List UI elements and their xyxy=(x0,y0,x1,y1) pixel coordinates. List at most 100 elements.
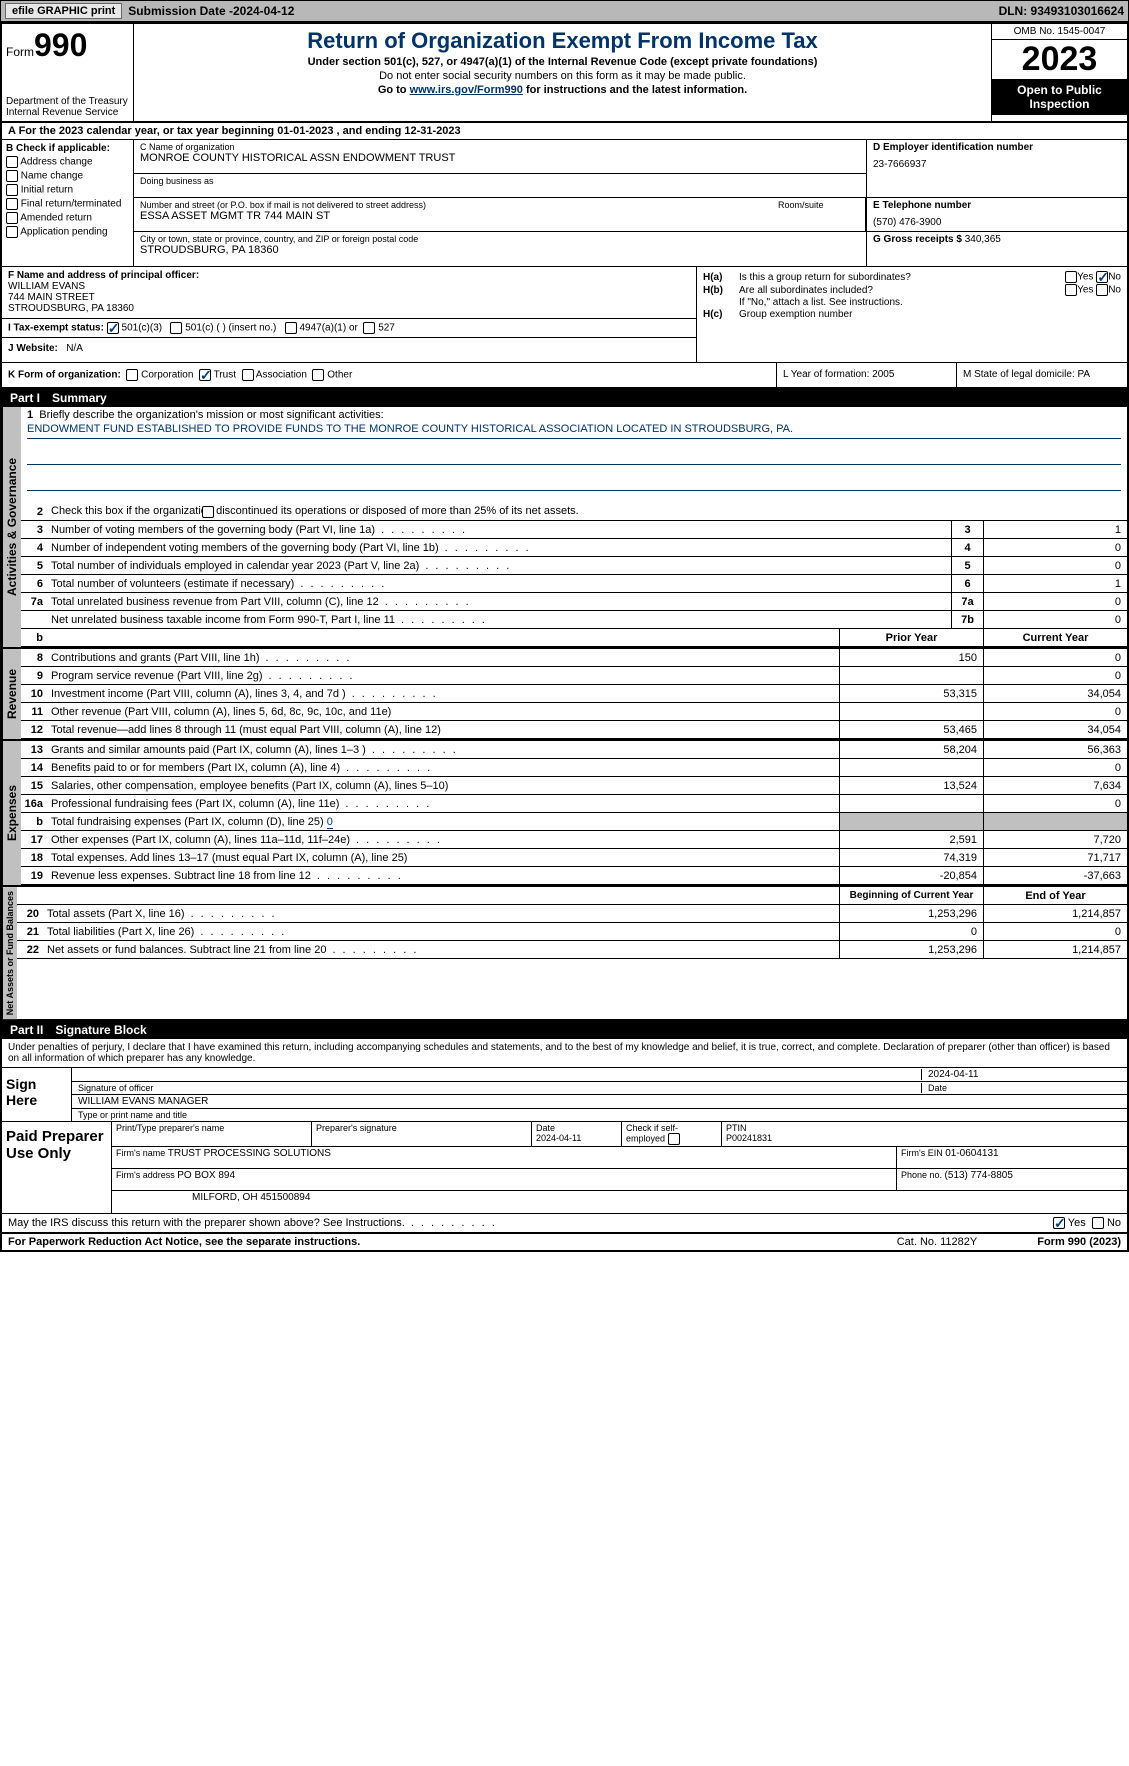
line-15: Salaries, other compensation, employee b… xyxy=(47,779,839,793)
py-15: 13,524 xyxy=(839,777,983,794)
line-2: Check this box if the organization disco… xyxy=(47,504,1127,518)
type-name-label: Type or print name and title xyxy=(78,1110,1121,1120)
line-21: Total liabilities (Part X, line 26) xyxy=(43,925,839,939)
sign-here-label: Sign Here xyxy=(2,1068,72,1121)
h-b-text: Are all subordinates included? xyxy=(739,285,1021,296)
h-a-yes[interactable] xyxy=(1065,271,1077,283)
check-final-return[interactable] xyxy=(6,198,18,210)
check-501c[interactable] xyxy=(170,322,182,334)
phone-label: E Telephone number xyxy=(873,200,1121,211)
ptin: P00241831 xyxy=(726,1133,772,1143)
row-a-tax-year: A For the 2023 calendar year, or tax yea… xyxy=(2,123,1127,140)
h-b-no[interactable] xyxy=(1096,284,1108,296)
form-number: Form990 xyxy=(6,27,129,64)
efile-print-button[interactable]: efile GRAPHIC print xyxy=(5,3,122,19)
activities-governance: Activities & Governance 1 Briefly descri… xyxy=(2,407,1127,649)
py-19: -20,854 xyxy=(839,867,983,884)
officer-addr2: STROUDSBURG, PA 18360 xyxy=(8,303,690,314)
line-13: Grants and similar amounts paid (Part IX… xyxy=(47,743,839,757)
h-a-no[interactable] xyxy=(1096,271,1108,283)
py-20: 1,253,296 xyxy=(839,905,983,922)
cy-15: 7,634 xyxy=(983,777,1127,794)
dba-label: Doing business as xyxy=(140,176,860,186)
firm-addr1: PO BOX 894 xyxy=(177,1170,235,1181)
py-21: 0 xyxy=(839,923,983,940)
net-assets-section: Net Assets or Fund Balances Beginning of… xyxy=(2,887,1127,1021)
check-name-change[interactable] xyxy=(6,170,18,182)
discuss-yes[interactable] xyxy=(1053,1217,1065,1229)
cy-20: 1,214,857 xyxy=(983,905,1127,922)
irs-link[interactable]: www.irs.gov/Form990 xyxy=(410,84,523,96)
addr-value: ESSA ASSET MGMT TR 744 MAIN ST xyxy=(140,210,768,222)
sig-date: 2024-04-11 xyxy=(928,1069,978,1080)
py-12: 53,465 xyxy=(839,721,983,738)
box-b-to-g: B Check if applicable: Address change Na… xyxy=(2,140,1127,267)
sig-officer-label: Signature of officer xyxy=(78,1083,921,1093)
paid-preparer-label: Paid Preparer Use Only xyxy=(2,1122,112,1213)
col-bcy: Beginning of Current Year xyxy=(839,887,983,904)
date-label: Date xyxy=(921,1083,1121,1093)
cy-14: 0 xyxy=(983,759,1127,776)
check-527[interactable] xyxy=(363,322,375,334)
csz-value: STROUDSBURG, PA 18360 xyxy=(140,244,860,256)
line-1-label: Briefly describe the organization's miss… xyxy=(39,409,383,421)
check-501c3[interactable] xyxy=(107,322,119,334)
line-6: Total number of volunteers (estimate if … xyxy=(47,577,951,591)
check-assoc[interactable] xyxy=(242,369,254,381)
prep-self-emp: Check if self-employed xyxy=(622,1122,722,1146)
h-note: If "No," attach a list. See instructions… xyxy=(739,297,1121,308)
cy-17: 7,720 xyxy=(983,831,1127,848)
website-value: N/A xyxy=(66,343,83,354)
firm-phone: (513) 774-8805 xyxy=(945,1170,1013,1181)
cy-13: 56,363 xyxy=(983,741,1127,758)
line-5: Total number of individuals employed in … xyxy=(47,559,951,573)
open-to-public: Open to Public Inspection xyxy=(992,79,1127,115)
check-amended[interactable] xyxy=(6,212,18,224)
form-subtitle-1: Under section 501(c), 527, or 4947(a)(1)… xyxy=(142,56,983,68)
cy-10: 34,054 xyxy=(983,685,1127,702)
cy-16a: 0 xyxy=(983,795,1127,812)
check-discontinued[interactable] xyxy=(202,506,214,518)
line-4: Number of independent voting members of … xyxy=(47,541,951,555)
check-other[interactable] xyxy=(312,369,324,381)
box-c: C Name of organization MONROE COUNTY HIS… xyxy=(134,140,867,266)
gross-receipts-value: 340,365 xyxy=(965,234,1001,245)
form-title: Return of Organization Exempt From Incom… xyxy=(142,28,983,54)
py-11 xyxy=(839,703,983,720)
line-22: Net assets or fund balances. Subtract li… xyxy=(43,943,839,957)
line-19: Revenue less expenses. Subtract line 18 … xyxy=(47,869,839,883)
check-self-employed[interactable] xyxy=(668,1133,680,1145)
box-j-label: J Website: xyxy=(8,343,58,354)
phone-value: (570) 476-3900 xyxy=(873,217,1121,228)
prep-date: 2024-04-11 xyxy=(536,1133,581,1143)
org-name: MONROE COUNTY HISTORICAL ASSN ENDOWMENT … xyxy=(140,152,860,164)
h-b-yes[interactable] xyxy=(1065,284,1077,296)
check-app-pending[interactable] xyxy=(6,226,18,238)
side-ag: Activities & Governance xyxy=(2,407,21,647)
officer-label: F Name and address of principal officer: xyxy=(8,270,690,281)
side-expenses: Expenses xyxy=(2,741,21,885)
revenue-section: Revenue 8Contributions and grants (Part … xyxy=(2,649,1127,741)
py-16a xyxy=(839,795,983,812)
val-4: 0 xyxy=(983,539,1127,556)
check-initial-return[interactable] xyxy=(6,184,18,196)
line-12: Total revenue—add lines 8 through 11 (mu… xyxy=(47,723,839,737)
check-4947[interactable] xyxy=(285,322,297,334)
form-subtitle-3: Go to www.irs.gov/Form990 for instructio… xyxy=(142,84,983,96)
check-corp[interactable] xyxy=(126,369,138,381)
line-3: Number of voting members of the governin… xyxy=(47,523,951,537)
line-7a: Total unrelated business revenue from Pa… xyxy=(47,595,951,609)
check-address-change[interactable] xyxy=(6,156,18,168)
line-18: Total expenses. Add lines 13–17 (must eq… xyxy=(47,851,839,865)
py-14 xyxy=(839,759,983,776)
omb-number: OMB No. 1545-0047 xyxy=(992,24,1127,40)
box-l: L Year of formation: 2005 xyxy=(777,363,957,387)
check-trust[interactable] xyxy=(199,369,211,381)
py-18: 74,319 xyxy=(839,849,983,866)
py-17: 2,591 xyxy=(839,831,983,848)
discuss-no[interactable] xyxy=(1092,1217,1104,1229)
col-current-year: Current Year xyxy=(983,629,1127,646)
box-i-label: I Tax-exempt status: xyxy=(8,323,104,334)
val-5: 0 xyxy=(983,557,1127,574)
sig-declaration: Under penalties of perjury, I declare th… xyxy=(2,1039,1127,1067)
